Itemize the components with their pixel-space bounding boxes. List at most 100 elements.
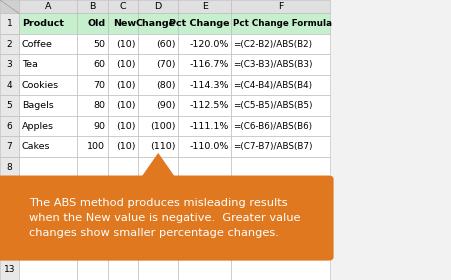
Text: Pct Change: Pct Change <box>168 19 229 28</box>
Text: 5: 5 <box>7 101 12 110</box>
Bar <box>178 260 231 280</box>
Bar <box>231 198 329 218</box>
Bar <box>77 95 107 116</box>
Bar <box>107 13 138 34</box>
Text: 7: 7 <box>7 142 12 151</box>
Text: Pct Change Formula: Pct Change Formula <box>233 19 331 28</box>
Bar <box>0 0 19 13</box>
Text: 10: 10 <box>4 204 15 213</box>
Bar <box>107 0 138 13</box>
Text: Old: Old <box>87 19 105 28</box>
Bar <box>0 198 19 218</box>
Bar <box>107 34 138 54</box>
Bar <box>138 95 178 116</box>
Polygon shape <box>141 153 175 178</box>
Bar <box>107 54 138 75</box>
Bar <box>0 116 19 136</box>
Bar <box>107 116 138 136</box>
Bar <box>231 218 329 239</box>
Bar <box>231 95 329 116</box>
Text: 2: 2 <box>7 40 12 49</box>
Bar <box>231 54 329 75</box>
Bar <box>178 218 231 239</box>
Text: (10): (10) <box>116 142 136 151</box>
Bar <box>178 95 231 116</box>
Bar <box>19 136 77 157</box>
Text: Change: Change <box>136 19 175 28</box>
Bar <box>19 116 77 136</box>
Bar <box>0 13 19 34</box>
Bar <box>178 157 231 178</box>
Bar <box>178 75 231 95</box>
Bar <box>19 178 77 198</box>
Text: (10): (10) <box>116 81 136 90</box>
Text: =(C6-B6)/ABS(B6): =(C6-B6)/ABS(B6) <box>233 122 312 131</box>
Text: C: C <box>120 2 126 11</box>
Bar <box>19 75 77 95</box>
Text: -114.3%: -114.3% <box>189 81 229 90</box>
Bar <box>231 0 329 13</box>
Bar <box>107 136 138 157</box>
Text: =(C5-B5)/ABS(B5): =(C5-B5)/ABS(B5) <box>233 101 312 110</box>
Bar <box>77 34 107 54</box>
Bar <box>107 178 138 198</box>
Text: -116.7%: -116.7% <box>189 60 229 69</box>
Text: F: F <box>277 2 283 11</box>
Bar <box>19 198 77 218</box>
Text: -110.0%: -110.0% <box>189 142 229 151</box>
Bar <box>19 95 77 116</box>
Bar <box>107 218 138 239</box>
Text: 8: 8 <box>7 163 12 172</box>
Text: 100: 100 <box>87 142 105 151</box>
Bar <box>138 75 178 95</box>
Bar <box>231 13 329 34</box>
Text: 9: 9 <box>7 183 12 192</box>
Bar <box>19 0 77 13</box>
Bar <box>178 178 231 198</box>
Text: 60: 60 <box>93 60 105 69</box>
Text: 13: 13 <box>4 265 15 274</box>
Text: 1: 1 <box>7 19 12 28</box>
Text: Product: Product <box>22 19 64 28</box>
Bar <box>77 157 107 178</box>
Text: 80: 80 <box>93 101 105 110</box>
Bar <box>77 136 107 157</box>
Text: Coffee: Coffee <box>22 40 52 49</box>
Text: 11: 11 <box>4 224 15 233</box>
Text: =(C2-B2)/ABS(B2): =(C2-B2)/ABS(B2) <box>233 40 312 49</box>
Text: Cakes: Cakes <box>22 142 50 151</box>
Bar <box>231 260 329 280</box>
Text: (10): (10) <box>116 40 136 49</box>
Bar <box>0 136 19 157</box>
Bar <box>178 13 231 34</box>
Text: Cookies: Cookies <box>22 81 59 90</box>
Bar <box>138 157 178 178</box>
Text: B: B <box>89 2 95 11</box>
Text: -112.5%: -112.5% <box>189 101 229 110</box>
Text: -111.1%: -111.1% <box>189 122 229 131</box>
Bar <box>231 116 329 136</box>
Text: -120.0%: -120.0% <box>189 40 229 49</box>
Text: 3: 3 <box>7 60 12 69</box>
Bar <box>77 260 107 280</box>
Text: =(C7-B7)/ABS(B7): =(C7-B7)/ABS(B7) <box>233 142 312 151</box>
Bar <box>0 75 19 95</box>
Text: (90): (90) <box>156 101 175 110</box>
Bar <box>77 239 107 260</box>
Text: 4: 4 <box>7 81 12 90</box>
Text: (10): (10) <box>116 101 136 110</box>
Bar <box>0 178 19 198</box>
Bar <box>231 136 329 157</box>
Text: Bagels: Bagels <box>22 101 53 110</box>
Bar <box>138 239 178 260</box>
Text: (10): (10) <box>116 122 136 131</box>
Text: A: A <box>45 2 51 11</box>
Bar <box>231 239 329 260</box>
Bar <box>178 34 231 54</box>
Text: New: New <box>113 19 136 28</box>
Bar <box>0 34 19 54</box>
Bar <box>77 116 107 136</box>
Bar <box>138 34 178 54</box>
Bar <box>107 95 138 116</box>
Text: D: D <box>154 2 161 11</box>
